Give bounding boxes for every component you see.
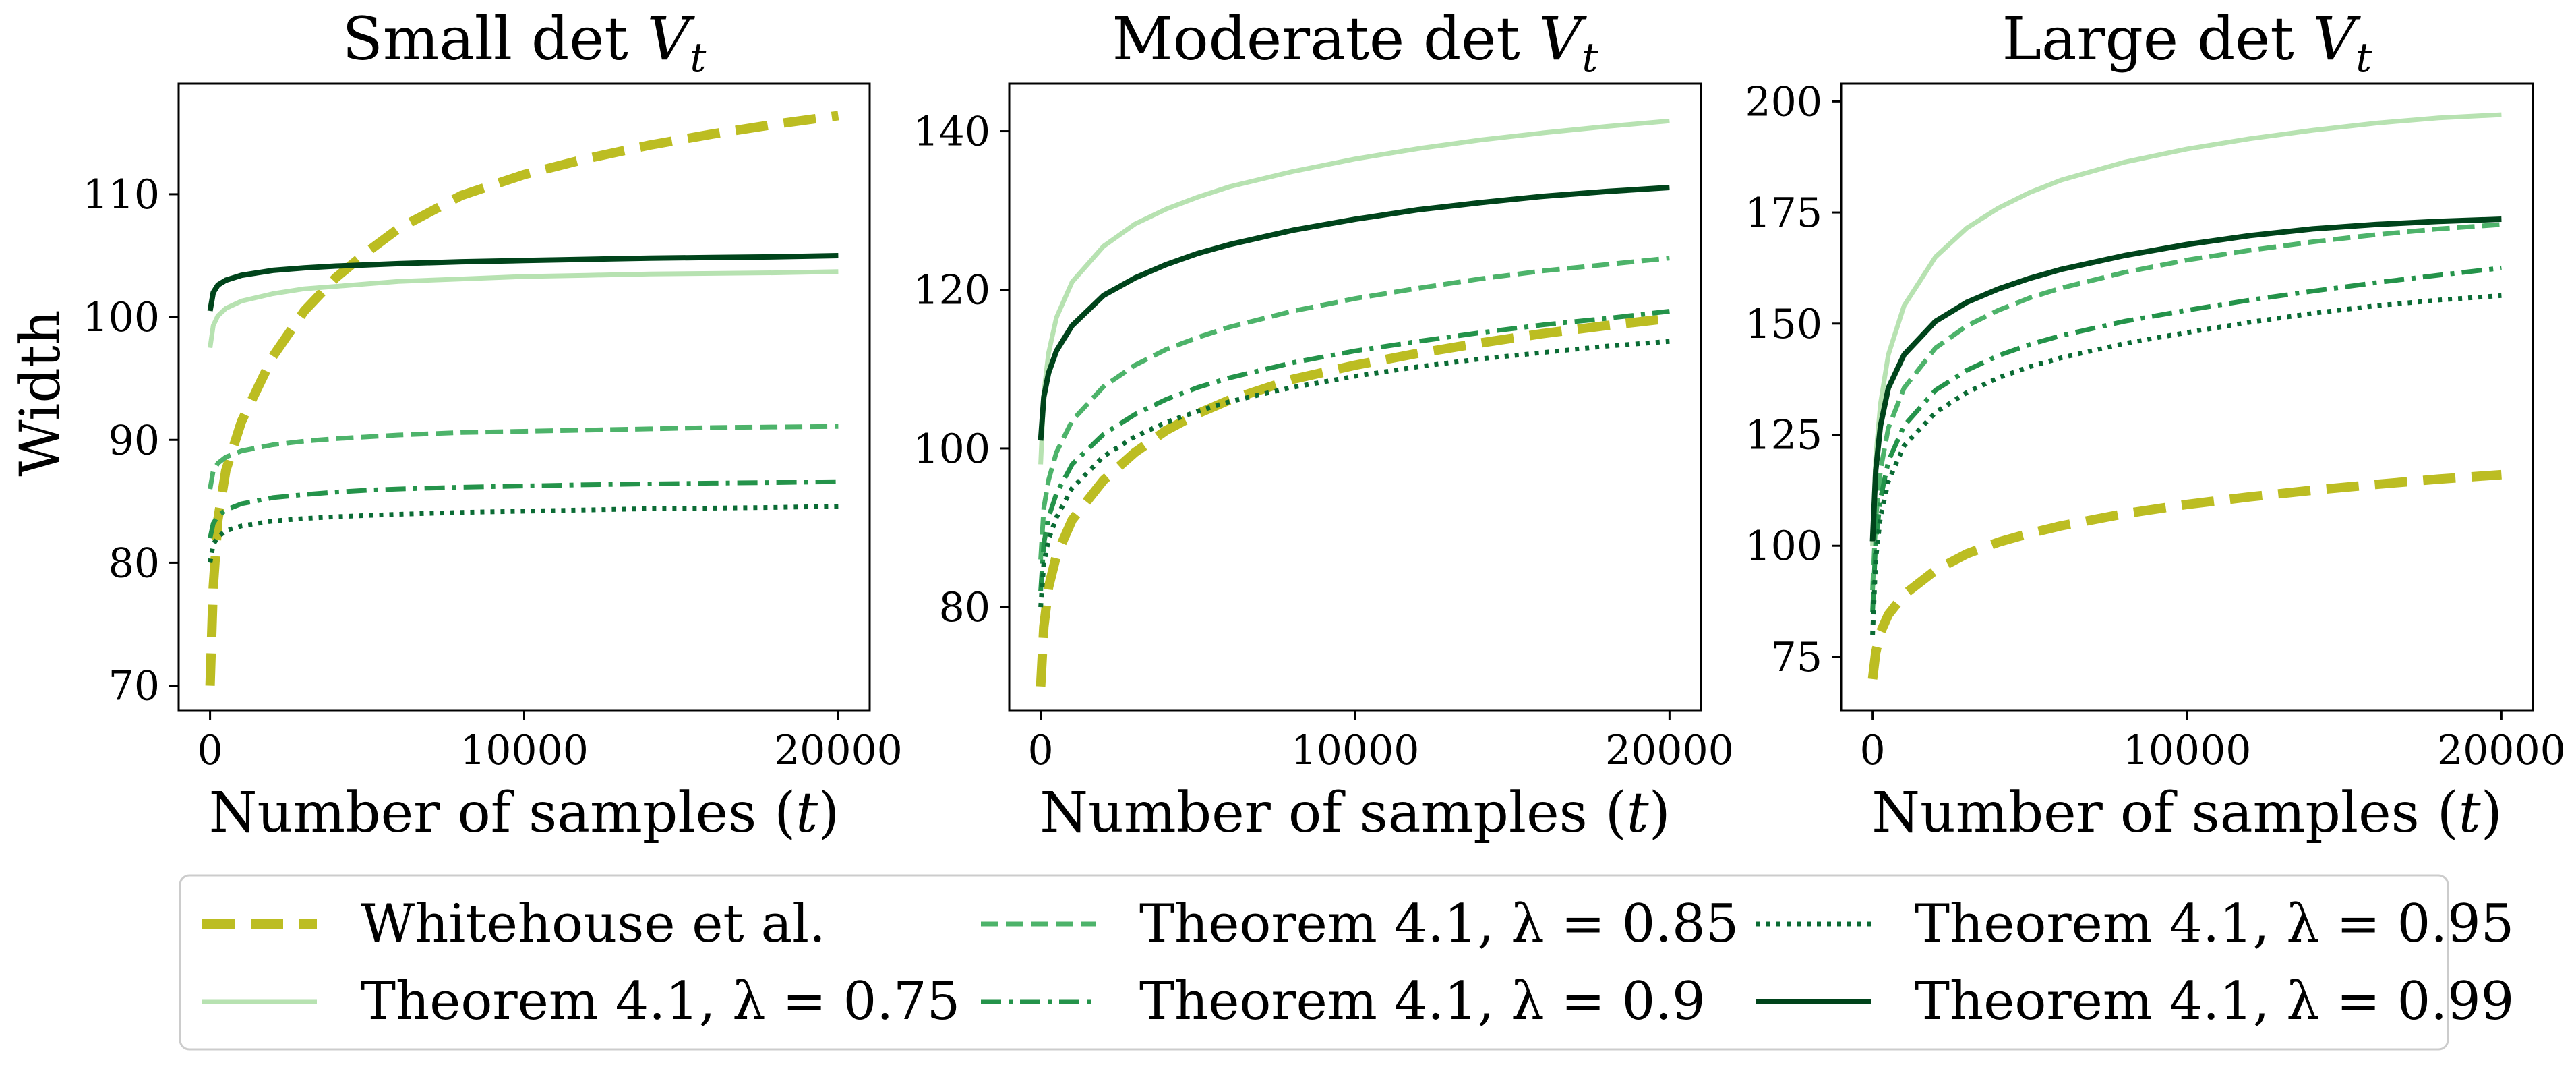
x-tick-label: 10000 (1291, 727, 1420, 774)
series-line-lam095 (1870, 293, 2502, 635)
x-tick-label: 0 (1860, 727, 1886, 774)
y-tick-label: 80 (109, 540, 160, 587)
legend-item-lam095: Theorem 4.1, λ = 0.95 (1756, 894, 2514, 954)
series-line-lam095 (1038, 339, 1670, 608)
x-axis-title-text: Number of samples ( (209, 781, 796, 845)
panel-title-text: Small det (342, 4, 647, 74)
series-line-lam085 (1870, 222, 2502, 591)
series-line-lam085 (208, 424, 839, 490)
legend-label-lam075: Theorem 4.1, λ = 0.75 (361, 971, 960, 1032)
x-axis-title-text: Number of samples ( (1040, 781, 1627, 845)
series-lines (1867, 112, 2502, 680)
x-axis-title-var: t (1627, 781, 1650, 845)
series-lines (1036, 118, 1671, 687)
panel-large-det: 0 10000 20000 75 100 125 150 175 200 Large det Vt… (1745, 4, 2565, 845)
x-axis-title: Number of samples (t) (209, 781, 839, 845)
series-line-lam099 (1038, 185, 1670, 441)
y-tick-label: 175 (1745, 190, 1822, 237)
y-tick-label: 70 (109, 663, 160, 710)
y-tick-label: 125 (1745, 412, 1822, 459)
legend-label-whitehouse: Whitehouse et al. (361, 894, 826, 954)
x-tick-label: 10000 (2123, 727, 2252, 774)
x-axis-title-close: ) (2481, 781, 2503, 845)
x-tick-label: 20000 (2437, 727, 2566, 774)
series-line-lam095 (208, 504, 839, 563)
x-tick-label: 20000 (1605, 727, 1734, 774)
panel-title-var: V (1539, 4, 1588, 74)
y-tick-label: 120 (913, 267, 990, 314)
x-axis-title-text: Number of samples ( (1871, 781, 2459, 845)
legend-item-whitehouse: Whitehouse et al. (202, 894, 826, 954)
y-tick-label: 100 (1745, 523, 1822, 570)
panel-title-text: Large det (2002, 4, 2313, 74)
x-tick-label: 20000 (774, 727, 903, 774)
series-line-whitehouse (205, 111, 839, 686)
legend-label-lam085: Theorem 4.1, λ = 0.85 (1139, 894, 1739, 954)
series-line-lam075 (1870, 112, 2502, 546)
panel-title: Small det Vt (342, 4, 707, 82)
x-axis-title-close: ) (1649, 781, 1671, 845)
legend-item-lam075: Theorem 4.1, λ = 0.75 (202, 971, 960, 1032)
y-tick-label: 75 (1771, 634, 1822, 681)
x-axis-title-close: ) (818, 781, 839, 845)
y-tick-label: 80 (939, 584, 990, 631)
y-tick-label: 110 (82, 171, 160, 219)
panel-title-var: V (2313, 4, 2362, 74)
y-tick-label: 100 (82, 294, 160, 341)
series-line-lam09 (208, 479, 839, 539)
y-tick-label: 140 (913, 109, 990, 156)
y-tick-label: 200 (1745, 78, 1822, 125)
x-axis-title: Number of samples (t) (1871, 781, 2502, 845)
series-line-lam099 (207, 253, 839, 312)
panel-title: Moderate det Vt (1112, 4, 1599, 82)
series-line-lam09 (1870, 265, 2502, 613)
legend-item-lam09: Theorem 4.1, λ = 0.9 (981, 971, 1706, 1032)
series-line-lam075 (1038, 118, 1670, 465)
y-axis-title: Width (9, 310, 73, 476)
panel-title-var: V (647, 4, 696, 74)
series-line-lam085 (1038, 256, 1670, 560)
x-tick-label: 10000 (460, 727, 589, 774)
panel-title-sub: t (690, 34, 707, 82)
panel-title-sub: t (2356, 34, 2372, 82)
legend: Whitehouse et al. Theorem 4.1, λ = 0.75 … (179, 874, 2514, 1051)
legend-frame (179, 874, 2449, 1051)
panel-title-text: Moderate det (1112, 4, 1539, 74)
x-axis-title-var: t (2459, 781, 2482, 845)
series-line-whitehouse (1036, 314, 1671, 687)
y-tick-label: 100 (913, 426, 990, 473)
series-line-lam099 (1869, 216, 2502, 542)
series-line-lam075 (208, 269, 839, 349)
series-lines (205, 111, 839, 686)
y-tick-label: 90 (109, 417, 160, 464)
legend-label-lam099: Theorem 4.1, λ = 0.99 (1915, 971, 2514, 1032)
legend-label-lam09: Theorem 4.1, λ = 0.9 (1139, 971, 1706, 1032)
x-axis-title: Number of samples (t) (1040, 781, 1670, 845)
panel-title: Large det Vt (2002, 4, 2373, 82)
legend-item-lam099: Theorem 4.1, λ = 0.99 (1756, 971, 2514, 1032)
legend-label-lam095: Theorem 4.1, λ = 0.95 (1915, 894, 2514, 954)
legend-item-lam085: Theorem 4.1, λ = 0.85 (981, 894, 1739, 954)
x-tick-label: 0 (197, 727, 222, 774)
series-line-lam09 (1038, 309, 1670, 591)
x-tick-label: 0 (1028, 727, 1054, 774)
panel-title-sub: t (1582, 34, 1598, 82)
series-line-whitehouse (1867, 469, 2502, 680)
y-tick-label: 150 (1745, 301, 1822, 348)
x-axis-title-var: t (796, 781, 818, 845)
